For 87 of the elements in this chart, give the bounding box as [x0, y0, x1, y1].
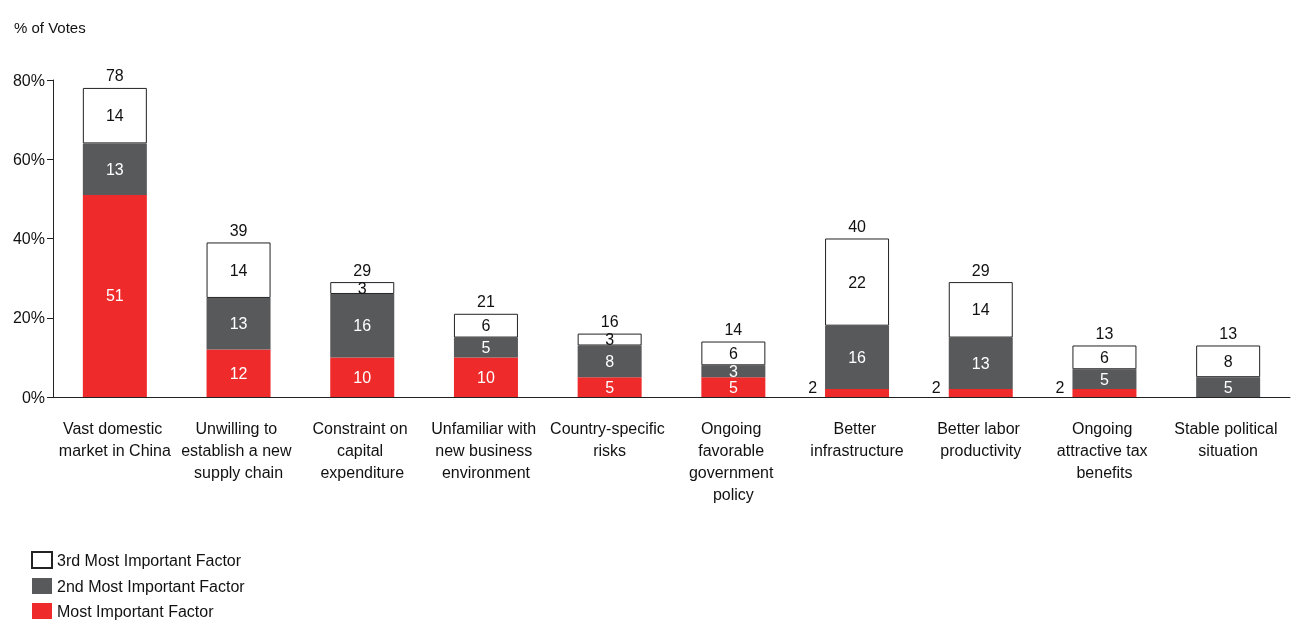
data-label: 14 [971, 301, 990, 319]
data-label: 8 [1223, 352, 1233, 370]
bar [577, 377, 642, 397]
total-label: 29 [353, 261, 372, 279]
bar [82, 87, 147, 144]
y-tick-label: 40% [12, 230, 45, 247]
bar [330, 293, 395, 358]
x-tick-label: Vast domestic market in China [58, 419, 171, 459]
legend-label: Most Important Factor [57, 602, 215, 620]
data-label: 5 [605, 378, 615, 396]
total-label: 29 [971, 261, 990, 279]
y-tick-label: 20% [12, 309, 45, 327]
x-tick-label: Unfamiliar with new business environment [431, 419, 541, 481]
data-label: 6 [728, 344, 738, 362]
bar [453, 337, 518, 358]
data-label: 10 [477, 368, 495, 386]
data-label: 16 [848, 348, 867, 366]
bar [206, 242, 271, 298]
data-label: 2 [931, 378, 941, 396]
bar [82, 143, 147, 195]
bar [1072, 389, 1137, 397]
bar [1196, 377, 1261, 397]
bar [1196, 345, 1261, 378]
bar [577, 345, 642, 378]
bar [1072, 345, 1137, 370]
x-tick-label: Stable political situation [1174, 419, 1282, 459]
total-label: 39 [229, 221, 248, 239]
bar [330, 282, 395, 294]
data-label: 6 [481, 317, 491, 335]
data-label: 13 [971, 354, 990, 372]
bar [701, 365, 766, 378]
bar [825, 238, 890, 326]
bar [825, 325, 890, 390]
bar [948, 282, 1013, 338]
bar [577, 333, 642, 346]
total-label: 13 [1095, 324, 1114, 342]
y-axis-title: % of Votes [14, 19, 86, 36]
x-tick-label: Ongoing attractive tax benefits [1056, 419, 1153, 481]
data-label: 3 [357, 279, 367, 297]
bar [453, 357, 518, 397]
bar [82, 194, 147, 397]
data-label: 14 [229, 261, 248, 279]
x-tick-label: Ongoing favorable government policy [688, 419, 778, 503]
x-tick-label: Better labor productivity [937, 419, 1025, 459]
total-label: 13 [1219, 324, 1238, 342]
bar [948, 389, 1013, 397]
data-label: 12 [229, 364, 248, 382]
data-label: 3 [728, 362, 738, 380]
data-label: 2 [808, 378, 818, 396]
data-label: 6 [1100, 348, 1109, 366]
bar [206, 349, 271, 397]
bar [948, 337, 1013, 390]
bar [701, 377, 766, 397]
x-tick-label: Constraint on capital expenditure [312, 419, 413, 481]
bar [701, 341, 766, 366]
total-label: 16 [600, 313, 619, 331]
data-label: 8 [605, 352, 615, 370]
total-label: 14 [724, 321, 743, 339]
legend-label: 3rd Most Important Factor [57, 551, 242, 569]
legend-label: 2nd Most Important Factor [57, 577, 246, 595]
data-label: 13 [105, 160, 124, 178]
bar [206, 297, 271, 350]
bar [1072, 369, 1137, 390]
data-label: 3 [605, 331, 615, 349]
x-tick-label: Country-specific risks [550, 419, 670, 459]
data-label: 5 [728, 378, 738, 396]
y-tick-label: 0% [21, 388, 45, 406]
data-label: 5 [481, 338, 491, 356]
bar [825, 389, 890, 397]
data-label: 22 [848, 273, 867, 291]
total-label: 78 [105, 67, 124, 85]
data-label: 2 [1055, 378, 1065, 396]
total-label: 40 [848, 218, 867, 235]
data-label: 5 [1100, 370, 1109, 388]
y-tick-label: 60% [12, 150, 45, 168]
bar [330, 357, 395, 397]
x-tick-label: Unwilling to establish a new supply chain [181, 419, 296, 481]
data-label: 5 [1223, 378, 1233, 396]
data-label: 10 [353, 368, 372, 386]
total-label: 21 [477, 293, 495, 311]
x-tick-label: Better infrastructure [810, 419, 904, 459]
data-label: 16 [353, 317, 372, 335]
y-tick-label: 80% [12, 71, 45, 89]
bar [453, 313, 518, 338]
data-label: 13 [229, 315, 248, 333]
data-label: 14 [105, 107, 124, 125]
data-label: 51 [105, 287, 124, 305]
